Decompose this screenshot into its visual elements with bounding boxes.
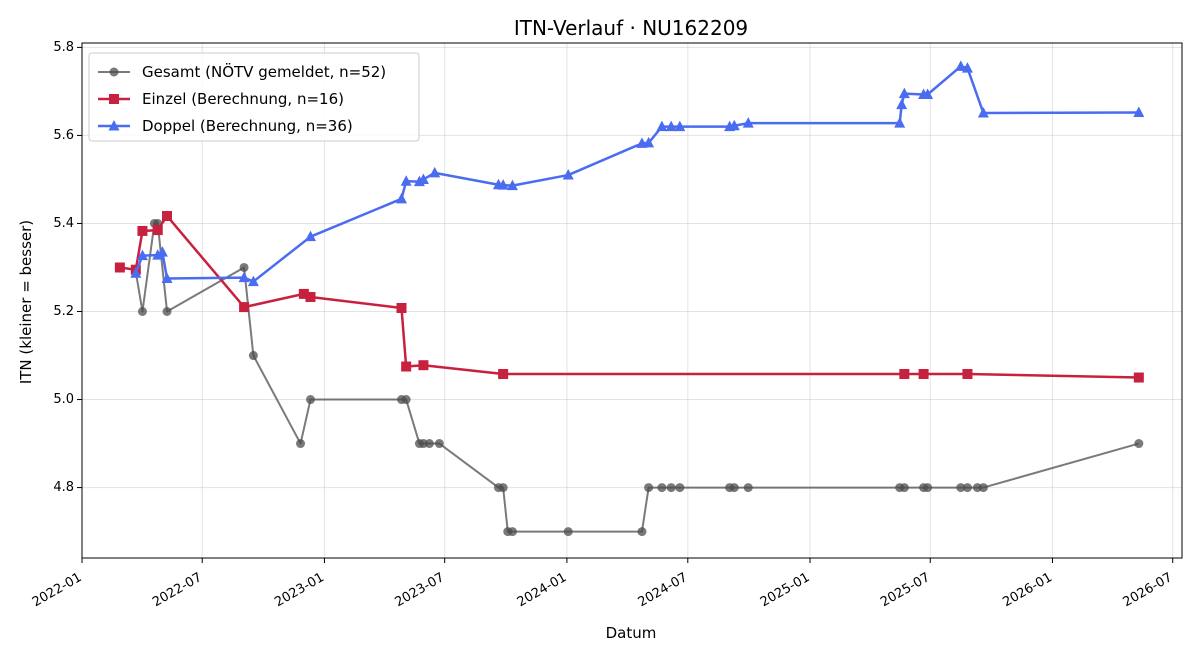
data-point	[162, 307, 172, 317]
data-point	[563, 527, 573, 537]
legend-label: Doppel (Berechnung, n=36)	[142, 117, 353, 135]
data-point	[298, 288, 309, 299]
data-point	[396, 192, 408, 204]
data-point	[898, 87, 910, 99]
data-point	[562, 169, 574, 180]
data-point	[296, 439, 306, 449]
data-point	[424, 439, 434, 449]
chart-title: ITN-Verlauf · NU162209	[514, 16, 748, 40]
data-point	[306, 395, 316, 405]
data-point	[656, 120, 668, 132]
legend-entry: Gesamt (NÖTV gemeldet, n=52)	[98, 62, 386, 81]
data-point	[665, 120, 677, 132]
data-point	[666, 483, 676, 493]
data-point	[418, 360, 429, 371]
plot-frame	[81, 42, 1183, 559]
data-point	[401, 395, 411, 405]
data-point	[899, 369, 910, 380]
series-2	[114, 210, 1144, 383]
series-line	[134, 65, 1139, 283]
data-point	[1133, 372, 1144, 383]
data-point	[644, 483, 654, 493]
data-point	[507, 527, 517, 537]
legend-entry: Doppel (Berechnung, n=36)	[98, 117, 353, 135]
data-point	[1134, 439, 1144, 449]
y-tick-label: 5.0	[53, 392, 74, 407]
data-point	[956, 483, 966, 493]
data-point	[899, 483, 909, 493]
data-point	[136, 249, 148, 261]
data-point	[977, 106, 989, 118]
data-point	[396, 302, 407, 313]
data-point	[400, 175, 412, 186]
data-point	[978, 483, 988, 493]
data-point	[305, 230, 317, 242]
data-point	[657, 483, 667, 493]
data-point	[247, 275, 259, 287]
data-point	[305, 291, 316, 302]
data-point	[637, 527, 647, 537]
y-tick-label: 5.4	[53, 216, 74, 231]
data-point	[497, 179, 509, 190]
data-point	[238, 271, 250, 283]
data-point	[152, 225, 163, 236]
data-point	[239, 302, 250, 313]
data-point	[498, 483, 508, 493]
data-point	[401, 361, 412, 372]
series-1	[131, 218, 1144, 537]
data-point	[434, 439, 444, 449]
data-point	[643, 136, 655, 148]
y-axis-label: ITN (kleiner = besser)	[17, 220, 35, 384]
data-point	[248, 351, 258, 361]
data-point	[130, 267, 142, 278]
data-point	[918, 369, 929, 380]
legend-marker	[108, 120, 120, 131]
data-point	[137, 307, 147, 317]
data-point	[239, 262, 249, 272]
legend-entry: Einzel (Berechnung, n=16)	[98, 90, 344, 108]
data-point	[923, 483, 933, 493]
data-point	[152, 249, 164, 260]
data-point	[506, 179, 518, 191]
data-point	[674, 120, 686, 132]
data-point	[962, 483, 972, 493]
legend-marker	[109, 67, 119, 77]
data-point	[742, 117, 754, 128]
data-point	[498, 369, 509, 380]
series-layer	[114, 60, 1145, 537]
series-line	[119, 214, 1139, 379]
data-point	[962, 369, 973, 380]
data-point	[894, 117, 906, 128]
legend-label: Gesamt (NÖTV gemeldet, n=52)	[142, 62, 386, 81]
x-axis-label: Datum	[606, 624, 657, 642]
data-point	[429, 166, 441, 178]
data-point	[161, 272, 173, 283]
y-tick-label: 5.2	[53, 304, 74, 319]
data-point	[955, 60, 967, 71]
data-point	[743, 483, 753, 493]
data-point	[728, 119, 740, 131]
data-point	[675, 483, 685, 493]
data-point	[114, 262, 125, 273]
legend: Gesamt (NÖTV gemeldet, n=52) Einzel (Bere…	[88, 52, 420, 142]
data-point	[137, 225, 148, 236]
data-point	[729, 483, 739, 493]
data-point	[961, 62, 973, 73]
y-tick-label: 5.6	[53, 128, 74, 143]
y-tick-label: 4.8	[53, 480, 74, 495]
legend-box	[88, 52, 420, 142]
data-point	[922, 88, 934, 99]
data-point	[1133, 106, 1145, 118]
data-point	[896, 98, 908, 110]
data-point	[162, 210, 173, 221]
legend-marker	[109, 94, 119, 104]
series-3	[130, 60, 1145, 287]
y-tick-label: 5.8	[53, 40, 74, 55]
legend-label: Einzel (Berechnung, n=16)	[142, 90, 344, 108]
data-point	[156, 246, 168, 257]
data-point	[417, 173, 429, 184]
